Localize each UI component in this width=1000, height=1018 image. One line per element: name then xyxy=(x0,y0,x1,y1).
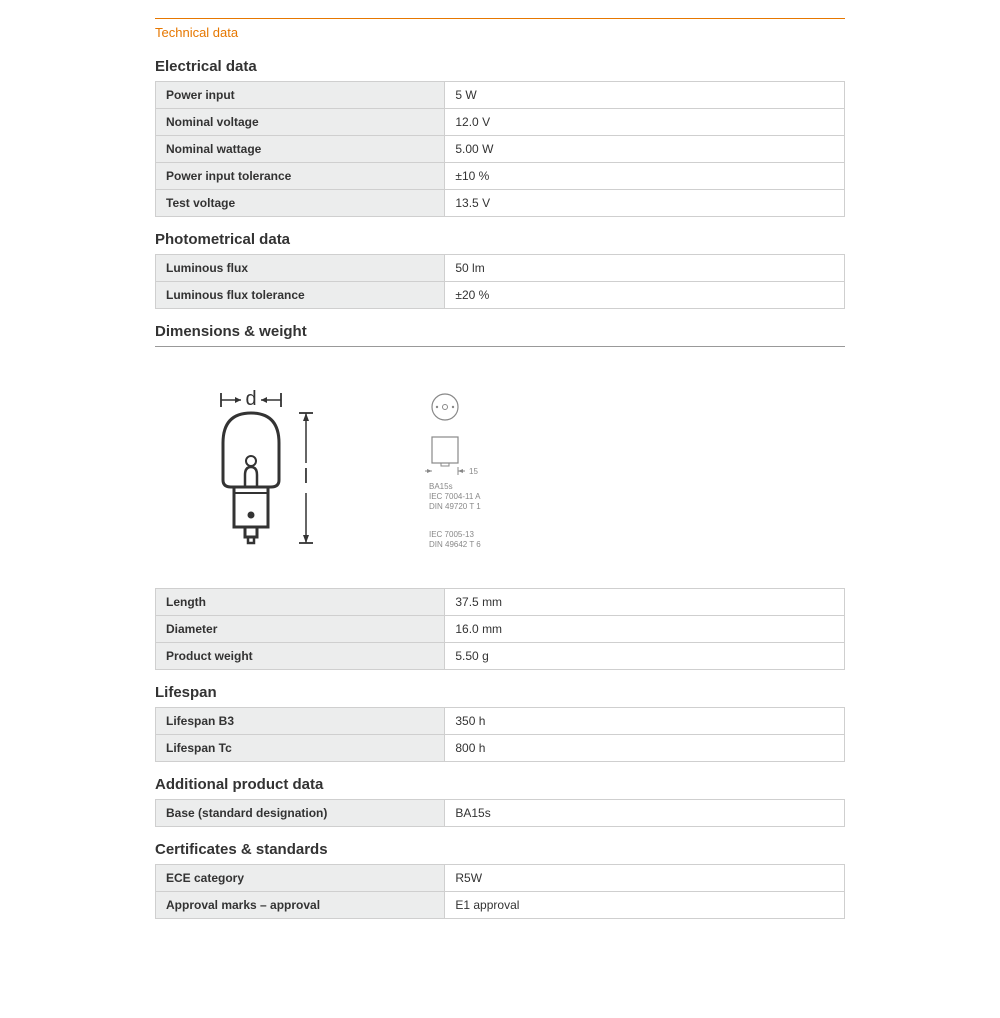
table-row: Power input5 W xyxy=(156,82,845,109)
table-row: Test voltage13.5 V xyxy=(156,190,845,217)
heading-electrical: Electrical data xyxy=(155,58,845,75)
cell-value: 5.50 g xyxy=(445,643,845,670)
top-rule xyxy=(155,18,845,19)
cell-label: Product weight xyxy=(156,643,445,670)
cell-label: Nominal voltage xyxy=(156,109,445,136)
cell-value: 37.5 mm xyxy=(445,589,845,616)
table-row: Nominal voltage12.0 V xyxy=(156,109,845,136)
table-row: Luminous flux50 lm xyxy=(156,255,845,282)
cell-label: Luminous flux xyxy=(156,255,445,282)
note-line: DIN 49642 T 6 xyxy=(429,540,481,549)
table-row: Approval marks – approvalE1 approval xyxy=(156,892,845,919)
cell-label: Test voltage xyxy=(156,190,445,217)
note-line: IEC 7005-13 xyxy=(429,530,474,539)
cell-value: 800 h xyxy=(445,735,845,762)
cell-label: Power input xyxy=(156,82,445,109)
cell-value: ±20 % xyxy=(445,282,845,309)
cell-label: Diameter xyxy=(156,616,445,643)
table-row: ECE categoryR5W xyxy=(156,865,845,892)
cell-label: Approval marks – approval xyxy=(156,892,445,919)
cell-value: R5W xyxy=(445,865,845,892)
heading-photometrical: Photometrical data xyxy=(155,231,845,248)
cell-value: 350 h xyxy=(445,708,845,735)
l-label: l xyxy=(304,466,308,488)
heading-certificates: Certificates & standards xyxy=(155,841,845,858)
table-electrical: Power input5 W Nominal voltage12.0 V Nom… xyxy=(155,81,845,217)
cell-label: Lifespan B3 xyxy=(156,708,445,735)
heading-additional: Additional product data xyxy=(155,776,845,793)
cell-value: E1 approval xyxy=(445,892,845,919)
bulb-diagram-icon: d l xyxy=(205,385,355,560)
cell-label: ECE category xyxy=(156,865,445,892)
cell-label: Luminous flux tolerance xyxy=(156,282,445,309)
diagram-area: d l xyxy=(155,355,845,588)
note-line: BA15s xyxy=(429,482,453,491)
table-row: Power input tolerance±10 % xyxy=(156,163,845,190)
table-row: Diameter16.0 mm xyxy=(156,616,845,643)
cell-value: 50 lm xyxy=(445,255,845,282)
table-row: Base (standard designation)BA15s xyxy=(156,800,845,827)
base-dim-label: 15 xyxy=(469,467,478,476)
table-row: Product weight5.50 g xyxy=(156,643,845,670)
table-dimensions: Length37.5 mm Diameter16.0 mm Product we… xyxy=(155,588,845,670)
table-row: Luminous flux tolerance±20 % xyxy=(156,282,845,309)
base-diagram-icon: 15 BA15s IEC 7004-11 A DIN 49720 T 1 IEC… xyxy=(415,385,575,564)
cell-label: Length xyxy=(156,589,445,616)
cell-value: 13.5 V xyxy=(445,190,845,217)
cell-label: Lifespan Tc xyxy=(156,735,445,762)
cell-value: 5.00 W xyxy=(445,136,845,163)
table-additional: Base (standard designation)BA15s xyxy=(155,799,845,827)
table-row: Nominal wattage5.00 W xyxy=(156,136,845,163)
cell-label: Power input tolerance xyxy=(156,163,445,190)
table-photometrical: Luminous flux50 lm Luminous flux toleran… xyxy=(155,254,845,309)
heading-dimensions: Dimensions & weight xyxy=(155,323,845,347)
cell-value: 16.0 mm xyxy=(445,616,845,643)
heading-lifespan: Lifespan xyxy=(155,684,845,701)
table-certificates: ECE categoryR5W Approval marks – approva… xyxy=(155,864,845,919)
cell-label: Base (standard designation) xyxy=(156,800,445,827)
cell-value: ±10 % xyxy=(445,163,845,190)
d-label: d xyxy=(245,388,256,410)
cell-value: BA15s xyxy=(445,800,845,827)
table-row: Lifespan B3350 h xyxy=(156,708,845,735)
table-row: Length37.5 mm xyxy=(156,589,845,616)
cell-value: 5 W xyxy=(445,82,845,109)
table-lifespan: Lifespan B3350 h Lifespan Tc800 h xyxy=(155,707,845,762)
table-row: Lifespan Tc800 h xyxy=(156,735,845,762)
page-title: Technical data xyxy=(155,25,845,40)
note-line: DIN 49720 T 1 xyxy=(429,502,481,511)
cell-value: 12.0 V xyxy=(445,109,845,136)
note-line: IEC 7004-11 A xyxy=(429,492,481,501)
cell-label: Nominal wattage xyxy=(156,136,445,163)
